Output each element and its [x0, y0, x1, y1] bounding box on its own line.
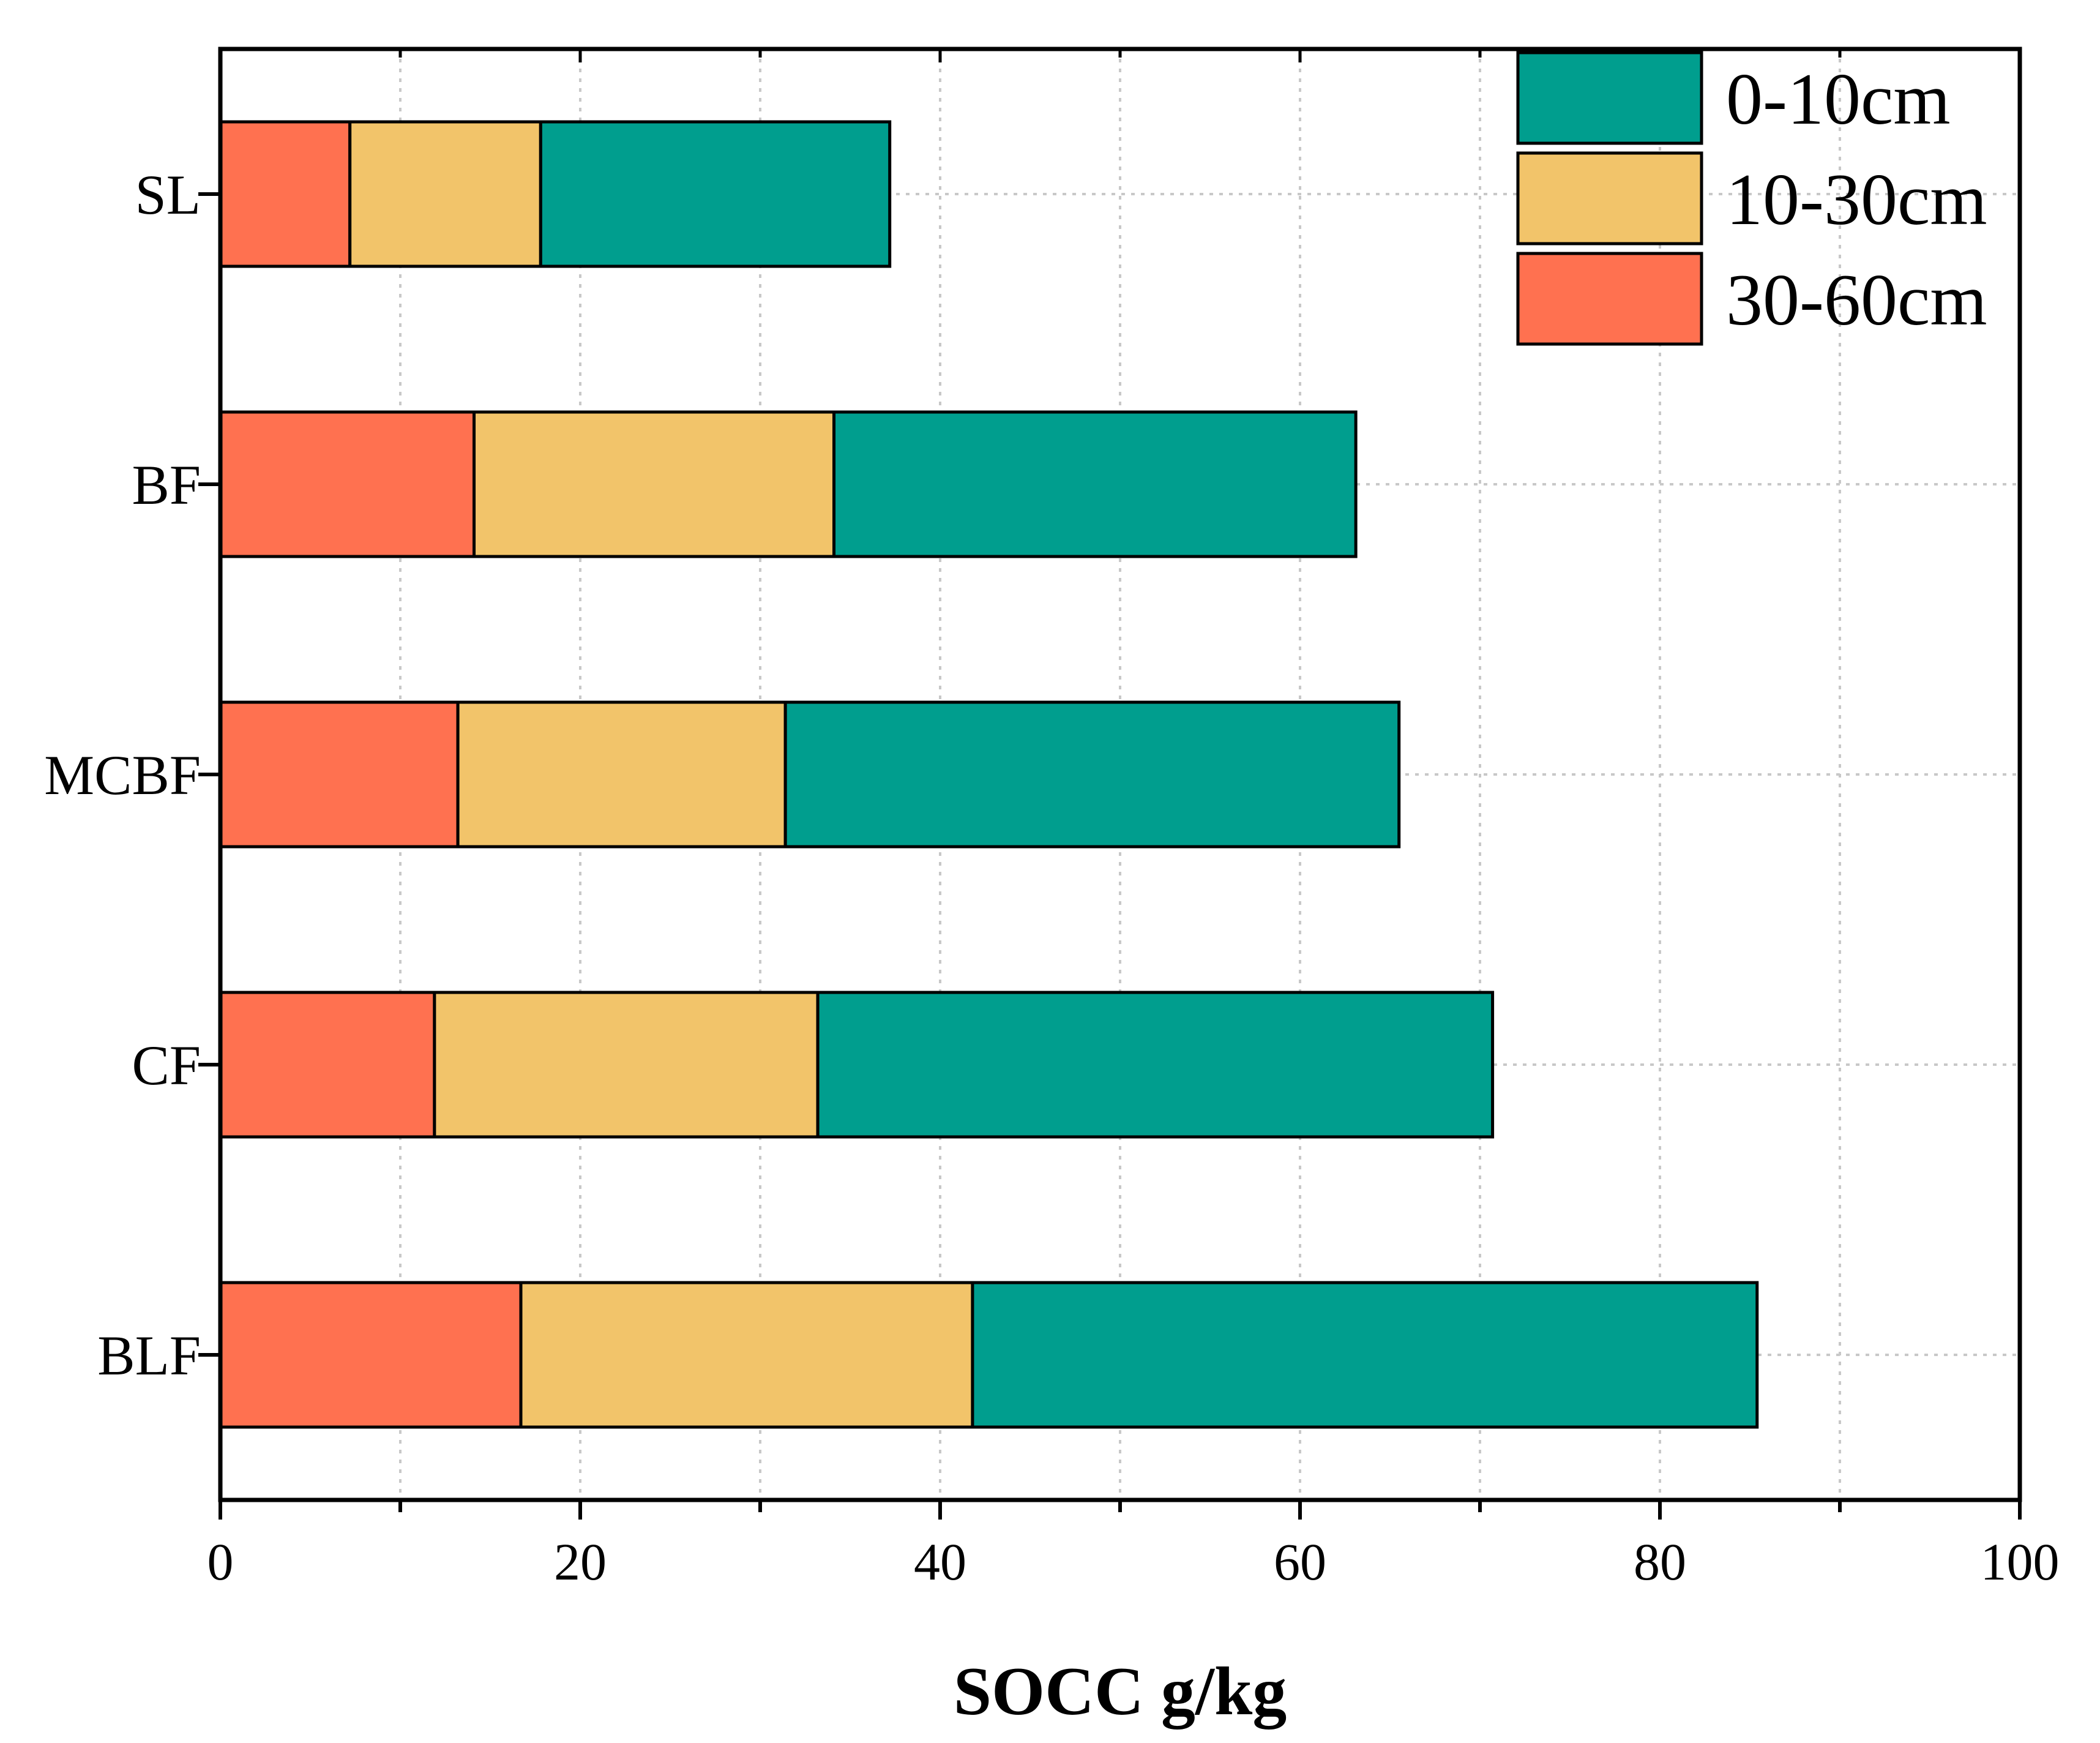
y-category-label: BF: [132, 454, 201, 516]
bars: [219, 120, 1759, 1429]
legend-label-0-10cm: 0-10cm: [1726, 58, 1951, 140]
bar-bf-10-30cm: [473, 410, 836, 558]
x-tick-label: 60: [1274, 1532, 1326, 1591]
bar-mcbf-30-60cm: [219, 700, 460, 849]
bar-mcbf-10-30cm: [456, 700, 787, 849]
x-tick-label: 100: [1981, 1532, 2060, 1591]
legend-swatch-10-30cm: [1516, 151, 1703, 246]
bar-blf-10-30cm: [519, 1281, 974, 1429]
y-category-label: SL: [135, 163, 201, 226]
legend: 0-10cm 10-30cm 30-60cm: [1516, 51, 1987, 346]
legend-swatch-30-60cm: [1516, 252, 1703, 346]
y-category-label: MCBF: [44, 744, 201, 806]
bar-cf-30-60cm: [219, 991, 436, 1139]
axes: 0 20 40 60 80 100 SL BF MCBF CF BLF: [44, 47, 2060, 1591]
x-tick-label: 80: [1634, 1532, 1686, 1591]
bar-bf-0-10cm: [832, 410, 1358, 558]
bar-mcbf-0-10cm: [783, 700, 1401, 849]
legend-label-30-60cm: 30-60cm: [1726, 259, 1987, 340]
legend-label-10-30cm: 10-30cm: [1726, 159, 1987, 240]
bar-sl-10-30cm: [348, 120, 542, 268]
y-category-label: CF: [132, 1034, 201, 1096]
x-axis-title: SOCC g/kg: [954, 1654, 1287, 1730]
x-tick-label: 20: [554, 1532, 607, 1591]
bar-cf-0-10cm: [816, 991, 1495, 1139]
bar-sl-0-10cm: [539, 120, 892, 268]
bar-bf-30-60cm: [219, 410, 476, 558]
bar-blf-30-60cm: [219, 1281, 523, 1429]
y-category-label: BLF: [97, 1324, 201, 1387]
bar-sl-30-60cm: [219, 120, 352, 268]
legend-swatch-0-10cm: [1516, 51, 1703, 145]
bar-blf-0-10cm: [971, 1281, 1759, 1429]
x-tick-label: 40: [914, 1532, 966, 1591]
x-tick-label: 0: [207, 1532, 234, 1591]
bar-cf-10-30cm: [433, 991, 820, 1139]
